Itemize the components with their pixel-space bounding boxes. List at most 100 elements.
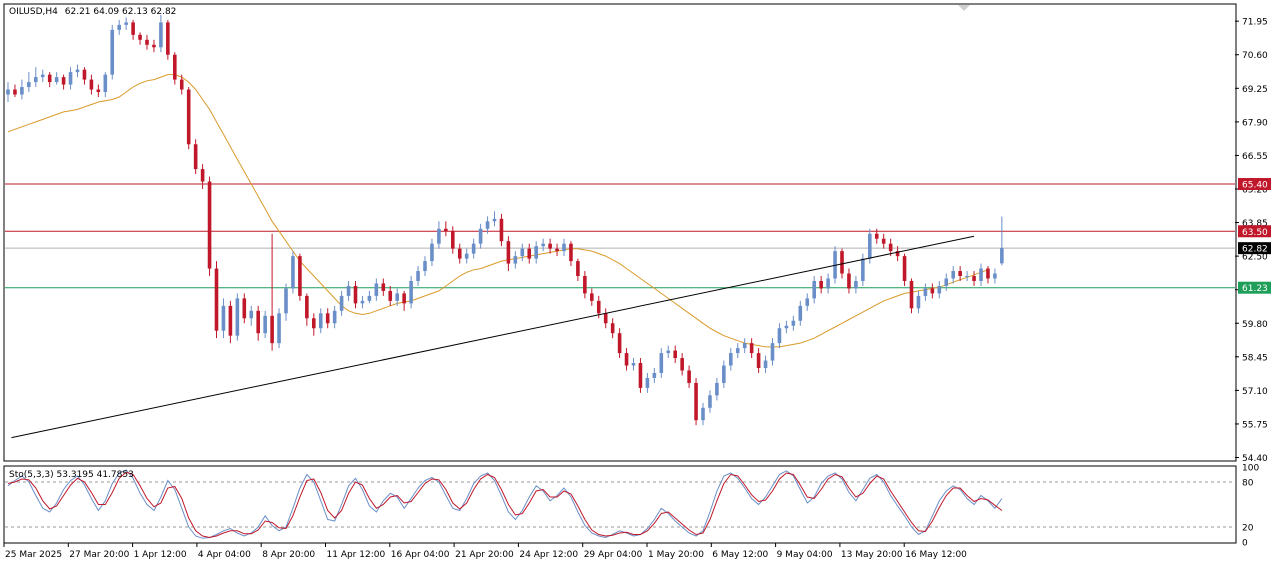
- candle-body: [485, 221, 490, 229]
- candle-body: [20, 87, 24, 95]
- candle-body: [186, 89, 191, 145]
- candle: [617, 328, 622, 359]
- price-tick-label: 63.85: [1242, 219, 1268, 229]
- candle-body: [416, 271, 420, 281]
- candle-body: [812, 280, 816, 299]
- price-axis: 71.95 70.60 69.25 67.90 66.55 65.20 63.85 62.50…: [1235, 18, 1268, 464]
- candle-body: [249, 310, 254, 319]
- candle: [110, 24, 115, 80]
- candle-body: [471, 243, 476, 254]
- candle: [826, 273, 830, 294]
- candle-body: [555, 248, 559, 252]
- candle: [235, 293, 240, 341]
- candle: [353, 280, 358, 309]
- candle: [652, 368, 657, 383]
- stochastic-signal-line: [7, 471, 1003, 539]
- candle-body: [325, 313, 330, 324]
- candle: [89, 74, 94, 95]
- time-tick-label: 11 Apr 12:00: [327, 550, 386, 560]
- candle-body: [242, 298, 247, 319]
- candle-body: [235, 298, 240, 336]
- candle: [256, 305, 260, 341]
- candle: [305, 293, 309, 326]
- price-tick-label: 70.60: [1242, 51, 1268, 61]
- candle: [437, 221, 441, 249]
- candle-body: [47, 74, 52, 83]
- candle-body: [228, 305, 233, 336]
- candle-body: [291, 256, 295, 289]
- candle-body: [958, 271, 962, 277]
- price-tick-label: 65.20: [1242, 185, 1268, 195]
- candle-body: [596, 300, 601, 314]
- candle: [638, 358, 643, 393]
- candle: [909, 278, 914, 314]
- candle: [200, 164, 205, 189]
- candle-body: [395, 293, 399, 301]
- candle: [798, 300, 803, 326]
- price-level-tag: [1238, 225, 1271, 238]
- candle-body: [40, 74, 45, 78]
- candle-body: [284, 288, 288, 314]
- chart-shift-marker-icon[interactable]: [958, 5, 970, 11]
- candle: [249, 305, 254, 326]
- candle: [902, 253, 907, 286]
- candle: [742, 338, 747, 354]
- candle: [291, 251, 295, 294]
- candle-body: [791, 320, 796, 326]
- candle: [318, 308, 323, 334]
- candle: [263, 310, 267, 339]
- price-level-tag-label: 63.50: [1242, 228, 1268, 238]
- candle-body: [193, 144, 198, 170]
- candle-body: [986, 268, 990, 279]
- moving-average-line: [7, 74, 989, 348]
- candle-body: [492, 218, 497, 222]
- candle: [332, 305, 337, 329]
- candle: [527, 243, 532, 264]
- candle: [569, 241, 573, 267]
- oscillator-scale-label: 0: [1242, 539, 1248, 549]
- candle: [221, 298, 226, 339]
- candle-body: [138, 34, 142, 40]
- candle: [708, 390, 712, 413]
- candle: [923, 283, 928, 301]
- candle-body: [34, 77, 38, 83]
- candle: [193, 139, 198, 175]
- candle-body: [680, 358, 684, 371]
- candle-body: [360, 300, 365, 304]
- candle: [930, 283, 935, 299]
- candle: [659, 348, 664, 378]
- candle-body: [930, 288, 935, 294]
- candle: [416, 266, 420, 286]
- candle-body: [777, 328, 782, 344]
- candle: [284, 283, 288, 321]
- candle: [13, 84, 17, 97]
- candle-body: [979, 268, 983, 281]
- candle: [131, 19, 135, 40]
- price-tick-label: 67.90: [1242, 118, 1268, 128]
- candle: [68, 67, 73, 90]
- trendline[interactable]: [11, 235, 975, 439]
- candle-body: [305, 295, 309, 319]
- candle-body: [75, 69, 80, 73]
- price-level-tag: [1238, 281, 1271, 294]
- candle-body: [562, 243, 566, 252]
- candle-body: [742, 343, 747, 349]
- candle-body: [805, 298, 810, 306]
- candle: [694, 377, 698, 426]
- candle: [159, 14, 163, 53]
- candle-body: [854, 280, 858, 289]
- candle-body: [861, 258, 865, 281]
- candle: [179, 74, 184, 95]
- candle-body: [110, 29, 115, 75]
- candle: [874, 228, 879, 244]
- candle: [986, 266, 990, 284]
- candle: [312, 313, 316, 336]
- candle: [541, 238, 545, 252]
- candle-body: [645, 377, 650, 388]
- candle: [47, 72, 52, 88]
- candle-body: [631, 363, 636, 366]
- candle: [624, 348, 629, 371]
- candle: [645, 372, 650, 393]
- ohlc-values: 62.21 64.09 62.13 62.82: [64, 7, 177, 17]
